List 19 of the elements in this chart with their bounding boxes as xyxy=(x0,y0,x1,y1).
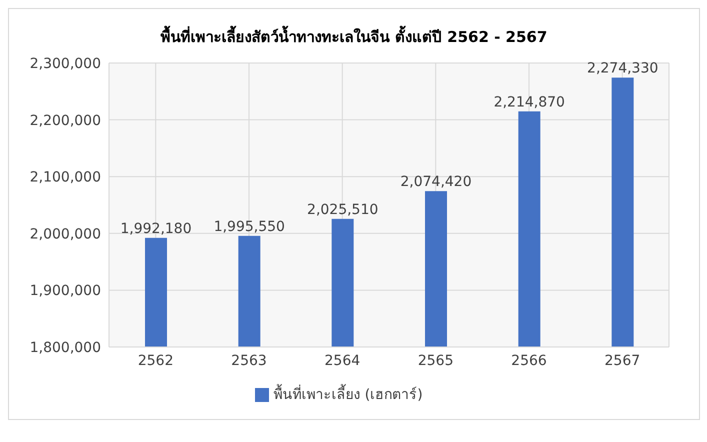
y-tick-label: 1,900,000 xyxy=(30,283,101,300)
x-tick-label: 2567 xyxy=(604,352,640,369)
x-tick-label: 2565 xyxy=(418,352,454,369)
data-label: 2,274,330 xyxy=(587,60,658,77)
y-tick-label: 2,100,000 xyxy=(30,170,101,186)
data-label: 2,214,870 xyxy=(494,94,565,110)
y-tick-label: 2,200,000 xyxy=(30,112,101,129)
x-tick-label: 2564 xyxy=(324,352,360,369)
chart-title: พื้นที่เพาะเลี้ยงสัตว์น้ำทางทะเลในจีน ตั้งแต่ปี 2562 - 2567 xyxy=(160,25,548,48)
data-label: 1,992,180 xyxy=(120,220,192,237)
data-label: 2,025,510 xyxy=(307,202,378,218)
y-tick-label: 2,000,000 xyxy=(30,226,101,242)
x-tick-label: 2563 xyxy=(231,352,267,369)
data-label: 2,074,420 xyxy=(400,174,472,190)
y-tick-label: 2,300,000 xyxy=(30,56,101,72)
data-label: 1,995,550 xyxy=(214,218,285,235)
x-tick-label: 2562 xyxy=(138,352,174,369)
x-tick-label: 2566 xyxy=(511,352,547,369)
y-tick-label: 1,800,000 xyxy=(30,340,101,356)
